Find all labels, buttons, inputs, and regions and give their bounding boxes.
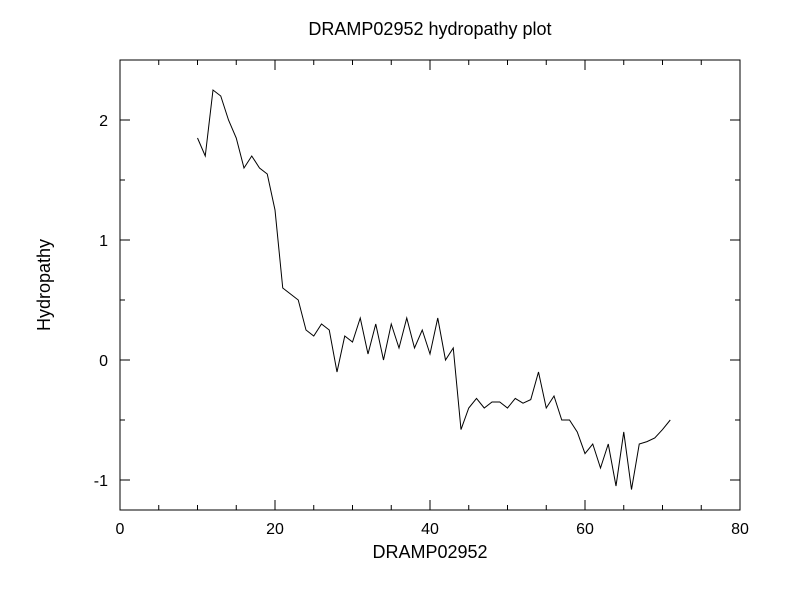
x-tick-label: 80 [731,521,749,538]
x-tick-label: 0 [116,521,125,538]
y-tick-label: -1 [94,473,108,490]
plot-border [120,60,740,510]
x-tick-label: 40 [421,521,439,538]
hydropathy-line [198,90,671,490]
y-tick-label: 2 [99,113,108,130]
x-axis-label: DRAMP02952 [372,542,487,562]
y-axis-label: Hydropathy [34,239,54,331]
hydropathy-chart: 0 20 40 60 80 -1 0 1 2 DRAMP02952 hydropathy plot… [0,0,800,600]
chart-svg: 0 20 40 60 80 -1 0 1 2 DRAMP02952 hydropathy plot… [0,0,800,600]
y-tick-label: 1 [99,233,108,250]
chart-title: DRAMP02952 hydropathy plot [308,19,551,39]
y-tick-label: 0 [99,353,108,370]
x-tick-label: 60 [576,521,594,538]
x-tick-label: 20 [266,521,284,538]
